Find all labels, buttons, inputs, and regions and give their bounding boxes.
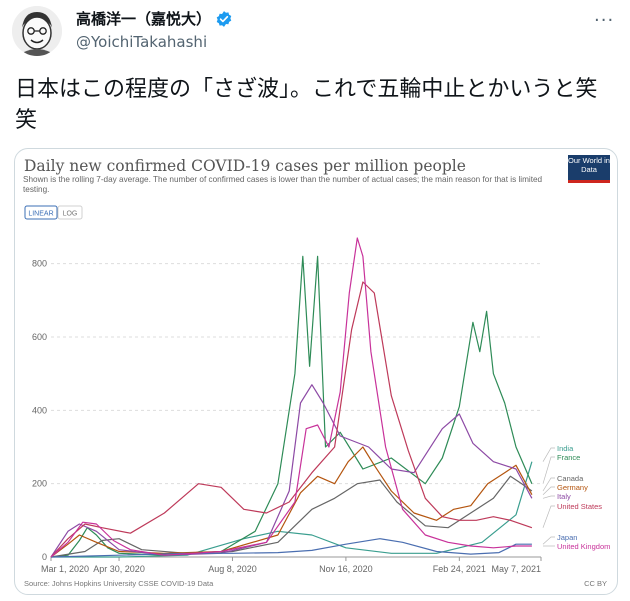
chart-gridlines [51, 263, 541, 558]
display-name[interactable]: 高橋洋一（嘉悦大） [76, 10, 212, 28]
series-line-canada [50, 475, 533, 558]
series-line-united-kingdom [50, 237, 532, 558]
x-tick-label: Apr 30, 2020 [93, 564, 145, 574]
log-button-label: LOG [63, 211, 78, 218]
series-line-italy [50, 384, 533, 558]
y-axis-ticks: 0 200 400 600 800 [32, 259, 47, 562]
owid-logo[interactable]: Our World in Data [568, 155, 610, 183]
legend-connector [542, 505, 555, 528]
chart-series-lines [50, 237, 533, 558]
legend-label-united-kingdom: United Kingdom [557, 542, 610, 551]
user-handle[interactable]: @YoichiTakahashi [76, 33, 208, 51]
y-tick-label: 600 [32, 332, 47, 342]
x-tick-label: Nov 16, 2020 [319, 564, 373, 574]
x-tick-label: Aug 8, 2020 [208, 564, 257, 574]
linear-button[interactable]: LINEAR [24, 205, 58, 220]
legend-connector [542, 447, 555, 462]
tweet-text: 日本はこの程度の「さざ波」。これで五輪中止とかいうと笑笑 [15, 77, 598, 133]
x-tick-label: Feb 24, 2021 [433, 564, 486, 574]
series-line-india [51, 461, 533, 558]
y-tick-label: 200 [32, 479, 47, 489]
avatar-portrait-icon [12, 6, 62, 56]
covid-line-chart: Daily new confirmed COVID-19 cases per m… [23, 155, 610, 588]
chart-subtitle-wrap: Shown is the rolling 7-day average. The … [23, 175, 543, 194]
legend-label-india: India [557, 444, 574, 453]
series-line-germany [50, 446, 533, 558]
legend-label-france: France [557, 453, 580, 462]
avatar[interactable] [12, 6, 62, 56]
chart-source: Source: Johns Hopkins University CSSE CO… [24, 579, 214, 588]
legend-label-united-states: United States [557, 502, 602, 511]
log-button[interactable]: LOG [57, 205, 83, 220]
legend-connector [542, 486, 555, 495]
y-tick-label: 0 [42, 552, 47, 562]
legend-connector [542, 536, 555, 545]
chart-license: CC BY [584, 579, 607, 588]
legend-connector [542, 495, 555, 499]
series-line-united-states [50, 281, 533, 558]
legend-label-japan: Japan [557, 533, 577, 542]
x-axis-ticks: Mar 1, 2020 Apr 30, 2020 Aug 8, 2020 Nov 16… [41, 557, 542, 574]
verified-badge-icon [216, 10, 232, 27]
x-tick-label: May 7, 2021 [491, 564, 541, 574]
more-dots-icon[interactable]: ··· [594, 10, 615, 31]
legend-connector [542, 477, 555, 492]
x-tick-label: Mar 1, 2020 [41, 564, 89, 574]
chart-card[interactable]: Daily new confirmed COVID-19 cases per m… [14, 148, 618, 595]
legend-connector [542, 456, 555, 484]
chart-subtitle: Shown is the rolling 7-day average. The … [23, 175, 543, 194]
series-line-france [50, 255, 533, 558]
chart-title: Daily new confirmed COVID-19 cases per m… [24, 157, 466, 175]
owid-logo-text: Our World in Data [568, 156, 610, 174]
legend-label-canada: Canada [557, 474, 584, 483]
y-tick-label: 400 [32, 405, 47, 415]
legend-label-italy: Italy [557, 492, 571, 501]
y-tick-label: 800 [32, 259, 47, 269]
legend-label-germany: Germany [557, 483, 588, 492]
linear-button-label: LINEAR [28, 211, 53, 218]
